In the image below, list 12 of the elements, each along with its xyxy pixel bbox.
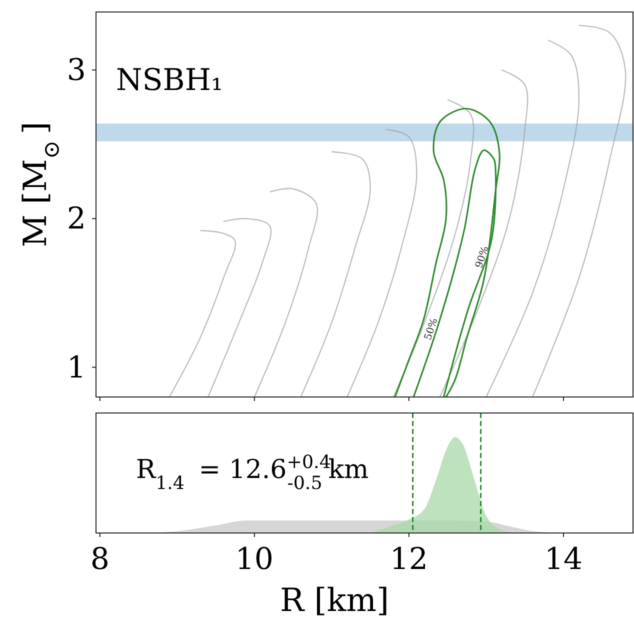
x-tick-label: 12 xyxy=(390,542,428,577)
y-tick-label: 2 xyxy=(66,202,86,237)
annotation: 90% xyxy=(474,244,492,270)
x-tick-label: 14 xyxy=(544,542,583,577)
annotation: 50% xyxy=(422,316,440,342)
x-tick-label: 10 xyxy=(235,542,274,577)
annotation: NSBH₁ xyxy=(116,63,224,98)
x-tick-label: 8 xyxy=(90,542,110,577)
x-axis-title: R [km] xyxy=(280,581,389,619)
y-tick-label: 3 xyxy=(66,52,86,88)
y-tick-label: 1 xyxy=(66,350,86,386)
annotation: R$_{1.4}$ = 12.6$^{+0.4}$$_{-0.5}$km xyxy=(136,452,369,494)
